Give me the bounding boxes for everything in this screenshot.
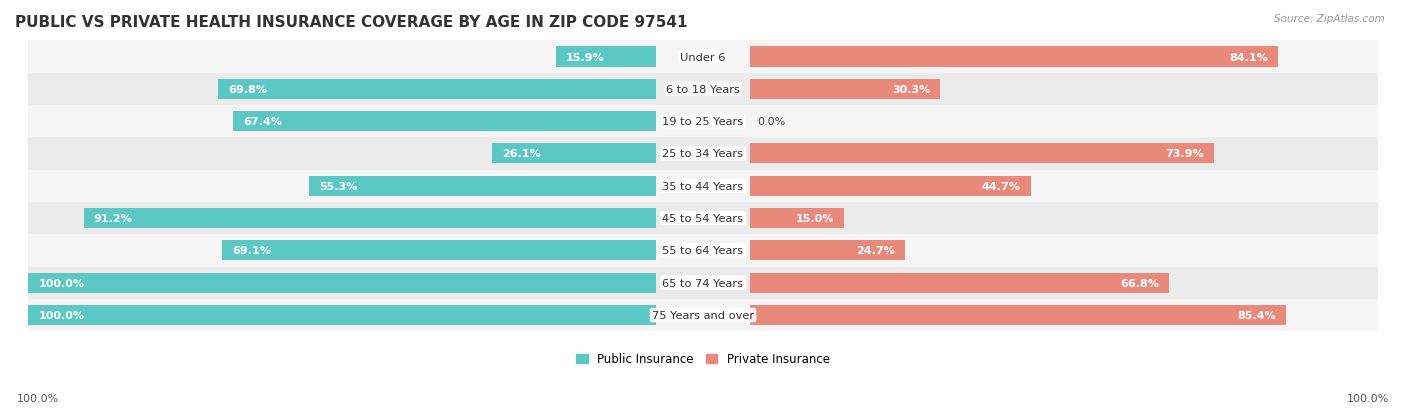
- Text: 65 to 74 Years: 65 to 74 Years: [662, 278, 744, 288]
- Text: 24.7%: 24.7%: [856, 246, 896, 256]
- Text: 69.1%: 69.1%: [232, 246, 271, 256]
- Bar: [28, 273, 655, 293]
- Bar: [309, 176, 655, 196]
- Text: 19 to 25 Years: 19 to 25 Years: [662, 117, 744, 127]
- Bar: [751, 273, 1170, 293]
- Bar: [28, 235, 1378, 267]
- Text: 100.0%: 100.0%: [17, 393, 59, 403]
- Text: 45 to 54 Years: 45 to 54 Years: [662, 214, 744, 223]
- Text: PUBLIC VS PRIVATE HEALTH INSURANCE COVERAGE BY AGE IN ZIP CODE 97541: PUBLIC VS PRIVATE HEALTH INSURANCE COVER…: [15, 15, 688, 30]
- Bar: [28, 299, 1378, 331]
- Bar: [28, 138, 1378, 170]
- Bar: [555, 47, 655, 67]
- Text: 73.9%: 73.9%: [1166, 149, 1204, 159]
- Text: 26.1%: 26.1%: [502, 149, 541, 159]
- Legend: Public Insurance, Private Insurance: Public Insurance, Private Insurance: [571, 348, 835, 370]
- Bar: [218, 80, 655, 100]
- Bar: [28, 74, 1378, 106]
- Text: 85.4%: 85.4%: [1237, 310, 1275, 320]
- Text: 15.9%: 15.9%: [567, 52, 605, 62]
- Bar: [84, 209, 655, 228]
- Bar: [492, 144, 655, 164]
- Text: 75 Years and over: 75 Years and over: [652, 310, 754, 320]
- Bar: [233, 112, 655, 132]
- Bar: [28, 202, 1378, 235]
- Bar: [28, 41, 1378, 74]
- Bar: [28, 170, 1378, 202]
- Bar: [751, 305, 1286, 325]
- Text: 100.0%: 100.0%: [38, 278, 84, 288]
- Text: 100.0%: 100.0%: [38, 310, 84, 320]
- Text: 30.3%: 30.3%: [891, 85, 931, 95]
- Bar: [751, 80, 941, 100]
- Text: 91.2%: 91.2%: [94, 214, 132, 223]
- Text: 69.8%: 69.8%: [228, 85, 267, 95]
- Text: Source: ZipAtlas.com: Source: ZipAtlas.com: [1274, 14, 1385, 24]
- Bar: [751, 47, 1278, 67]
- Text: 15.0%: 15.0%: [796, 214, 834, 223]
- Text: 100.0%: 100.0%: [1347, 393, 1389, 403]
- Text: 66.8%: 66.8%: [1121, 278, 1159, 288]
- Bar: [751, 209, 845, 228]
- Text: 0.0%: 0.0%: [756, 117, 785, 127]
- Text: 35 to 44 Years: 35 to 44 Years: [662, 181, 744, 191]
- Bar: [28, 305, 655, 325]
- Text: 6 to 18 Years: 6 to 18 Years: [666, 85, 740, 95]
- Text: 55.3%: 55.3%: [319, 181, 357, 191]
- Bar: [751, 144, 1213, 164]
- Bar: [28, 267, 1378, 299]
- Text: 25 to 34 Years: 25 to 34 Years: [662, 149, 744, 159]
- Bar: [28, 106, 1378, 138]
- Bar: [222, 241, 655, 261]
- Text: 67.4%: 67.4%: [243, 117, 283, 127]
- Bar: [751, 241, 905, 261]
- Text: 55 to 64 Years: 55 to 64 Years: [662, 246, 744, 256]
- Text: 84.1%: 84.1%: [1229, 52, 1268, 62]
- Bar: [751, 176, 1031, 196]
- Text: Under 6: Under 6: [681, 52, 725, 62]
- Text: 44.7%: 44.7%: [981, 181, 1021, 191]
